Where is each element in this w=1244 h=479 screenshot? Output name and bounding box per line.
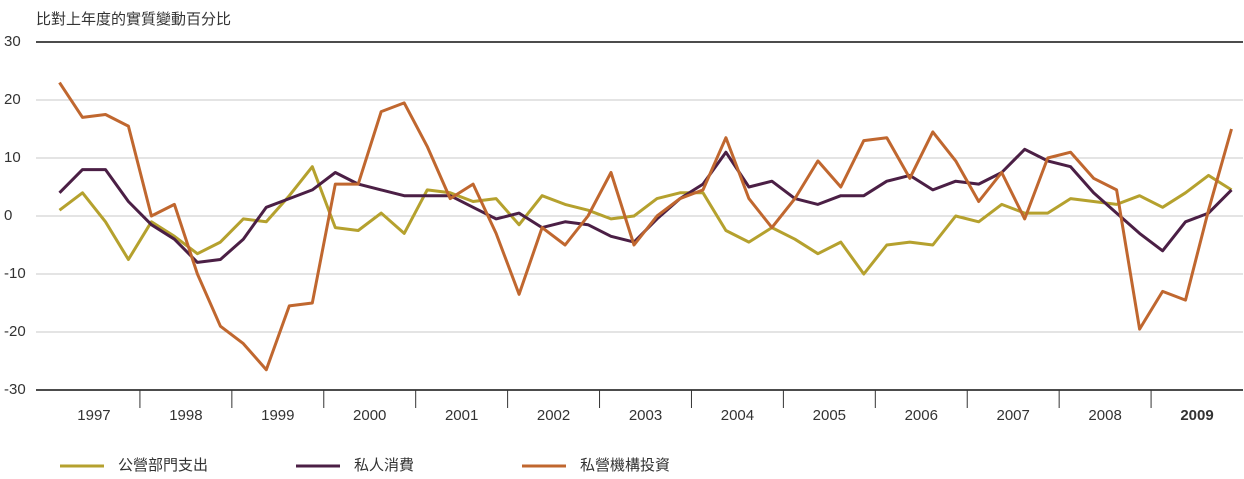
x-tick-label: 2005 [813,407,846,424]
x-tick-label: 2009 [1180,407,1213,424]
x-tick-label: 1997 [77,407,110,424]
x-tick-label: 2003 [629,407,662,424]
x-tick-label: 2006 [905,407,938,424]
chart-subtitle: 比對上年度的實質變動百分比 [36,10,231,28]
x-tick-label: 2002 [537,407,570,424]
legend-label: 公營部門支出 [118,457,208,474]
x-tick-label: 2007 [997,407,1030,424]
legend-label: 私營機構投資 [580,457,670,474]
y-tick-label: 0 [4,207,12,224]
y-tick-label: 10 [4,149,21,166]
x-tick-label: 1998 [169,407,202,424]
x-tick-label: 2004 [721,407,754,424]
y-tick-label: -30 [4,381,26,398]
x-tick-label: 2001 [445,407,478,424]
y-tick-label: 30 [4,33,21,50]
y-tick-label: 20 [4,91,21,108]
y-tick-label: -20 [4,323,26,340]
x-tick-label: 1999 [261,407,294,424]
legend-label: 私人消費 [354,457,414,474]
series-line [58,81,1233,372]
y-tick-label: -10 [4,265,26,282]
x-tick-label: 2000 [353,407,386,424]
x-tick-label: 2008 [1088,407,1121,424]
series-line [58,165,1233,276]
